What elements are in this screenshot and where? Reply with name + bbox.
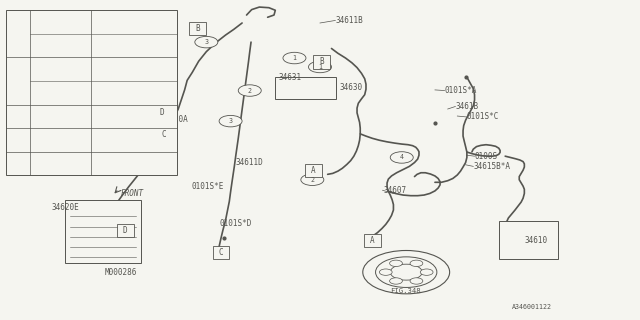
Circle shape	[301, 174, 324, 186]
Text: A: A	[370, 236, 374, 245]
Bar	[499, 220, 557, 259]
Bar	[212, 246, 229, 259]
Text: 0101S*B: 0101S*B	[33, 113, 61, 119]
Bar	[6, 10, 177, 175]
Circle shape	[219, 116, 242, 127]
Text: 34620A: 34620A	[161, 115, 188, 124]
Text: A: A	[311, 166, 316, 175]
Text: B: B	[319, 57, 324, 66]
Text: 1: 1	[318, 64, 322, 70]
Text: 0101S*E: 0101S*E	[191, 182, 223, 191]
Text: 3: 3	[228, 118, 232, 124]
Text: (3): (3)	[12, 113, 24, 120]
Text: <05MY-06MY051D>: <05MY-06MY051D>	[93, 20, 149, 25]
Text: B: B	[195, 24, 200, 33]
Bar	[313, 55, 330, 68]
Text: A346001122: A346001122	[511, 304, 552, 310]
Circle shape	[195, 36, 218, 48]
Text: 34610: 34610	[524, 236, 547, 245]
Text: 34615B*B: 34615B*B	[33, 161, 65, 166]
Text: M000286: M000286	[104, 268, 136, 277]
Bar	[275, 76, 336, 100]
Text: D: D	[159, 108, 164, 117]
Text: 3: 3	[204, 39, 209, 45]
Circle shape	[390, 264, 422, 280]
Text: W170063: W170063	[33, 90, 61, 96]
Text: <06MY0506-    >: <06MY0506- >	[93, 90, 149, 95]
Text: 34611D: 34611D	[236, 158, 264, 167]
Text: 4: 4	[400, 155, 404, 160]
Text: C: C	[161, 130, 166, 139]
Text: (5): (5)	[12, 160, 24, 167]
Text: (2): (2)	[12, 78, 24, 84]
Text: 3461B: 3461B	[456, 102, 479, 111]
Bar	[305, 164, 322, 177]
Circle shape	[283, 52, 306, 64]
Text: W170062: W170062	[33, 43, 61, 49]
Text: 34687A: 34687A	[33, 137, 56, 143]
Text: (4): (4)	[12, 137, 24, 143]
Text: <05MY-06MY0505>: <05MY-06MY0505>	[93, 67, 149, 72]
Text: 1: 1	[292, 55, 296, 61]
Circle shape	[390, 278, 403, 284]
Circle shape	[380, 269, 392, 275]
Text: 34615B*B: 34615B*B	[33, 19, 65, 25]
Text: 0474S: 0474S	[149, 132, 172, 141]
Text: 34611B: 34611B	[336, 16, 364, 25]
Circle shape	[390, 260, 403, 267]
Text: 34607: 34607	[384, 186, 407, 195]
Text: 0101S*D: 0101S*D	[219, 219, 252, 228]
Bar	[364, 234, 381, 247]
Circle shape	[410, 278, 423, 284]
Bar	[65, 200, 141, 263]
Bar	[189, 22, 205, 36]
Text: C: C	[219, 248, 223, 257]
Bar	[154, 106, 170, 119]
Text: (1): (1)	[12, 31, 24, 37]
Text: 0101S*C: 0101S*C	[467, 113, 499, 122]
Circle shape	[390, 152, 413, 163]
Circle shape	[420, 269, 433, 275]
Text: 0101S*A: 0101S*A	[445, 86, 477, 95]
Text: FIG.348: FIG.348	[390, 288, 421, 294]
Circle shape	[363, 251, 450, 294]
Text: D: D	[123, 226, 127, 235]
Bar	[156, 128, 172, 141]
Text: 0100S: 0100S	[474, 152, 498, 161]
Text: 34631: 34631	[278, 73, 301, 82]
Text: <06MY0512-    >: <06MY0512- >	[93, 43, 149, 48]
Text: 2: 2	[310, 177, 314, 183]
Text: 34620E: 34620E	[52, 203, 79, 212]
Circle shape	[238, 85, 261, 96]
Circle shape	[308, 61, 332, 73]
Text: 34615B*A: 34615B*A	[473, 162, 510, 171]
Text: 34630: 34630	[339, 83, 362, 92]
Circle shape	[410, 260, 423, 267]
Bar	[117, 224, 134, 237]
Text: 34615: 34615	[33, 66, 52, 72]
Text: 2: 2	[248, 88, 252, 93]
Circle shape	[376, 257, 437, 287]
Text: FRONT: FRONT	[121, 189, 144, 198]
